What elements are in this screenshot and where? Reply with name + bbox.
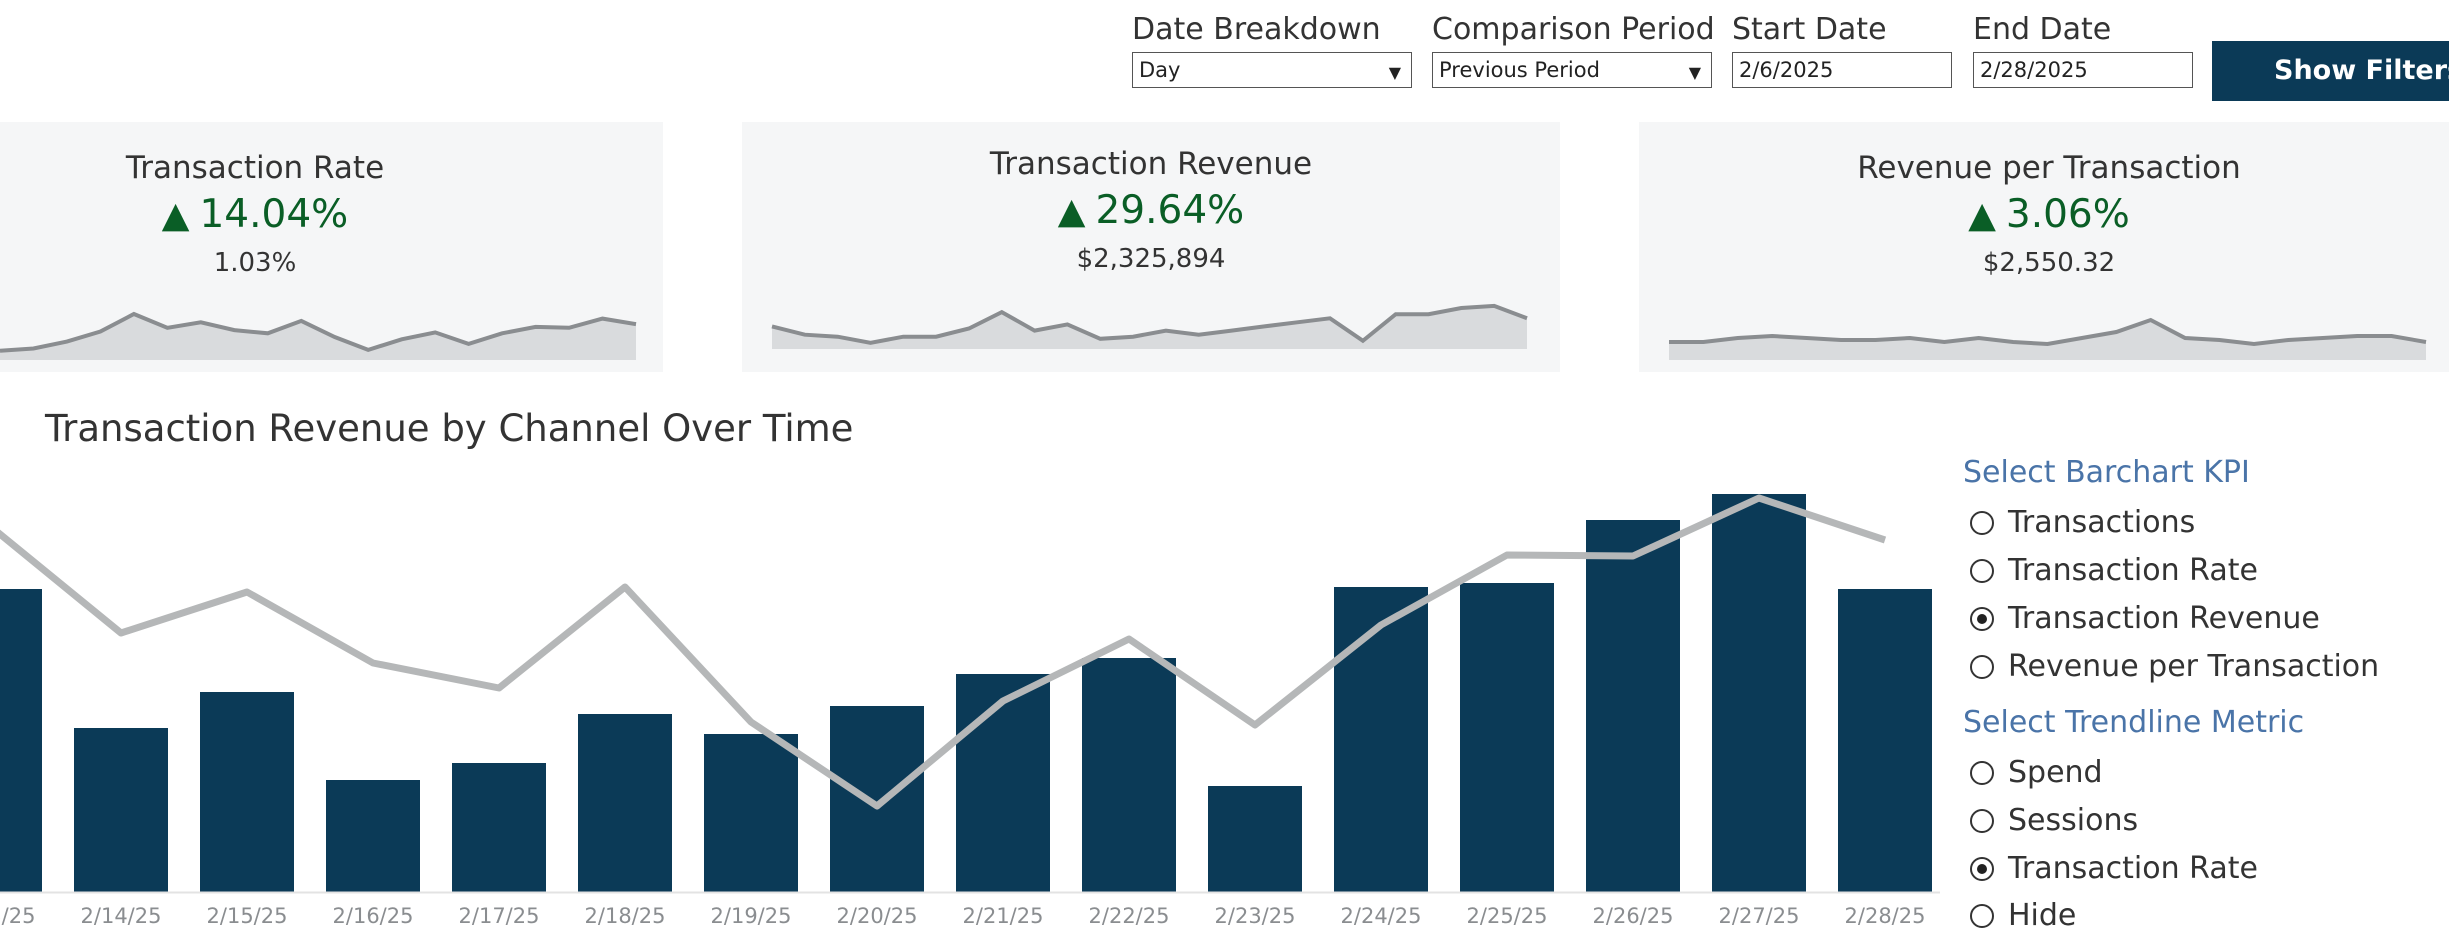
date-breakdown-label: Date Breakdown — [1132, 12, 1381, 47]
comparison-period-value: Previous Period — [1439, 58, 1600, 82]
kpi-card-revenue-per-transaction: Revenue per Transaction ▲ 3.06% $2,550.32 — [1639, 122, 2449, 372]
x-tick-label: 2/24/25 — [1341, 904, 1422, 928]
radio-circle-icon — [1970, 809, 1994, 833]
x-tick-label: 2/14/25 — [81, 904, 162, 928]
kpi-value: $2,550.32 — [1982, 248, 2116, 278]
radio-label: Sessions — [2008, 803, 2139, 838]
bar — [0, 589, 42, 892]
kpi-value: $2,325,894 — [1076, 244, 1226, 274]
x-tick-label: 2/23/25 — [1215, 904, 1296, 928]
chart-title: Transaction Revenue by Channel Over Time — [45, 407, 854, 450]
end-date-label: End Date — [1973, 12, 2112, 47]
comparison-period-filter: Comparison Period Previous Period ▼ — [1432, 10, 1715, 88]
bar — [704, 734, 798, 892]
bar — [200, 692, 294, 892]
kpi-sparkline — [0, 311, 637, 360]
dropdown-caret-icon: ▼ — [1688, 63, 1701, 82]
x-tick-label: 2/28/25 — [1845, 904, 1926, 928]
barchart-kpi-title: Select Barchart KPI — [1963, 455, 2250, 490]
x-tick-label: 2/25/25 — [1467, 904, 1548, 928]
x-tick-label: 2/21/25 — [963, 904, 1044, 928]
kpi-change: ▲ 29.64% — [742, 188, 1560, 233]
x-tick-label: 2/19/25 — [711, 904, 792, 928]
bar — [1586, 520, 1680, 892]
kpi-change: ▲ 14.04% — [0, 192, 510, 237]
x-tick-label: 2/13/25 — [0, 904, 35, 928]
comparison-period-label: Comparison Period — [1432, 12, 1715, 47]
transaction-revenue-chart: 2/13/25 2/14/25 2/15/25 2/16/25 2/17/25 2/18/… — [0, 494, 1940, 928]
end-date-input[interactable]: 2/28/2025 — [1973, 52, 2193, 88]
radio-circle-icon — [1970, 761, 1994, 785]
kpi-card-transaction-revenue: Transaction Revenue ▲ 29.64% $2,325,894 — [742, 122, 1560, 372]
kpi-change-value: 14.04% — [199, 192, 349, 237]
up-triangle-icon: ▲ — [161, 195, 190, 236]
date-breakdown-value: Day — [1139, 58, 1181, 82]
start-date-input[interactable]: 2/6/2025 — [1732, 52, 1952, 88]
bar — [1208, 786, 1302, 892]
up-triangle-icon: ▲ — [1968, 195, 1996, 236]
radio-circle-icon — [1970, 559, 1994, 583]
bar — [1838, 589, 1932, 892]
radio-circle-icon — [1970, 655, 1994, 679]
kpi-title: Transaction Revenue — [989, 146, 1313, 182]
bar — [1334, 587, 1428, 892]
kpi-change-value: 3.06% — [2005, 192, 2130, 237]
show-filters-button[interactable]: Show Filters — [2212, 41, 2449, 101]
start-date-filter: Start Date 2/6/2025 — [1732, 10, 1952, 88]
end-date-value: 2/28/2025 — [1980, 58, 2088, 82]
sparkline-line — [771, 303, 1528, 345]
sparkline-area — [772, 305, 1527, 349]
sparkline-line — [0, 311, 637, 353]
bar — [1712, 494, 1806, 892]
radio-label: Transaction Rate — [2008, 851, 2258, 886]
x-tick-label: 2/16/25 — [333, 904, 414, 928]
radio-circle-icon — [1970, 904, 1994, 928]
date-breakdown-filter: Date Breakdown Day ▼ — [1132, 10, 1412, 88]
x-tick-label: 2/22/25 — [1089, 904, 1170, 928]
radio-label: Transaction Revenue — [2008, 601, 2320, 636]
trendline-metric-title: Select Trendline Metric — [1963, 705, 2305, 740]
kpi-sparkline — [1669, 317, 2427, 360]
radio-circle-icon — [1970, 511, 1994, 535]
x-tick-label: 2/15/25 — [207, 904, 288, 928]
bar — [830, 706, 924, 892]
radio-selected-icon — [1970, 607, 1994, 631]
dropdown-caret-icon: ▼ — [1388, 63, 1401, 82]
kpi-change-value: 29.64% — [1095, 188, 1245, 233]
radio-label: Transaction Rate — [2008, 553, 2258, 588]
radio-label: Spend — [2008, 755, 2103, 790]
trend-line — [0, 494, 1887, 810]
bar — [452, 763, 546, 892]
kpi-card-transaction-rate: Transaction Rate ▲ 14.04% 1.03% — [0, 122, 663, 372]
x-tick-label: 2/17/25 — [459, 904, 540, 928]
radio-label: Revenue per Transaction — [2008, 649, 2380, 684]
radio-selected-icon — [1970, 857, 1994, 881]
sparkline-line — [1669, 317, 2427, 347]
bar — [956, 674, 1050, 892]
bar — [1082, 658, 1176, 892]
start-date-value: 2/6/2025 — [1739, 58, 1834, 82]
bar — [74, 728, 168, 892]
x-tick-label: 2/20/25 — [837, 904, 918, 928]
kpi-sparkline — [771, 303, 1528, 349]
sparkline-area — [1669, 320, 2426, 360]
x-tick-label: 2/18/25 — [585, 904, 666, 928]
sparkline-area — [0, 314, 636, 360]
kpi-value: 1.03% — [213, 248, 297, 278]
start-date-label: Start Date — [1732, 12, 1887, 47]
x-tick-label: 2/26/25 — [1593, 904, 1674, 928]
kpi-title: Revenue per Transaction — [1857, 150, 2241, 186]
comparison-period-select[interactable]: Previous Period ▼ — [1432, 52, 1712, 88]
radio-label: Transactions — [2008, 505, 2196, 540]
kpi-title: Transaction Rate — [125, 150, 385, 186]
kpi-change: ▲ 3.06% — [1639, 192, 2449, 237]
up-triangle-icon: ▲ — [1057, 191, 1086, 232]
bar — [578, 714, 672, 892]
x-tick-label: 2/27/25 — [1719, 904, 1800, 928]
bar — [326, 780, 420, 892]
date-breakdown-select[interactable]: Day ▼ — [1132, 52, 1412, 88]
bar — [1460, 583, 1554, 892]
end-date-filter: End Date 2/28/2025 — [1973, 10, 2193, 88]
radio-label: Hide — [2008, 898, 2077, 933]
